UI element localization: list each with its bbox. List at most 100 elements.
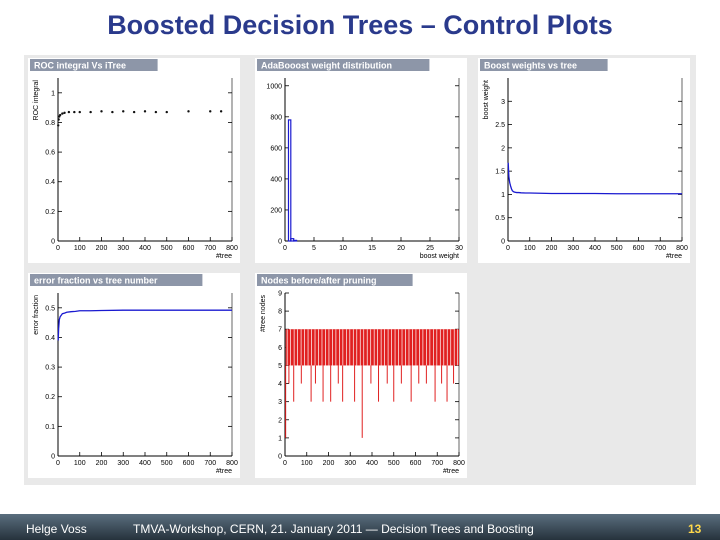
data-point	[187, 110, 190, 113]
x-tick-label: 800	[226, 460, 238, 467]
x-tick-label: 200	[96, 460, 108, 467]
y-axis-label: #tree nodes	[260, 295, 267, 332]
x-tick-label: 700	[431, 460, 443, 467]
x-tick-label: 500	[161, 245, 173, 252]
y-tick-label: 0	[501, 239, 505, 246]
x-tick-label: 200	[96, 245, 108, 252]
data-point	[165, 110, 168, 114]
y-tick-label: 800	[270, 114, 282, 121]
x-tick-label: 400	[139, 460, 151, 467]
x-tick-label: 0	[506, 245, 510, 252]
y-tick-label: 600	[270, 145, 282, 152]
error-fraction-plot: error fraction vs tree number 0 100 200 300 4…	[28, 273, 240, 478]
y-tick-label: 2	[501, 145, 505, 152]
x-tick-label: 700	[654, 245, 666, 252]
roc-integral-plot: ROC integral Vs iTree 0 100 200 300 400 500 600…	[28, 58, 240, 263]
data-point	[78, 110, 81, 114]
y-tick-label: 2	[278, 417, 282, 424]
data-point	[67, 110, 71, 114]
plot-title-bg	[30, 59, 158, 71]
nodes-pruning-plot: Nodes before/after pruning 0 100 200 300 400 5…	[255, 273, 467, 478]
x-tick-label: 25	[426, 245, 434, 252]
y-tick-label: 0.5	[495, 215, 505, 222]
y-axis-label: error fraction	[33, 295, 40, 335]
footer-author: Helge Voss	[26, 522, 87, 536]
y-tick-label: 400	[270, 176, 282, 183]
data-point	[89, 110, 92, 114]
data-point	[73, 110, 76, 114]
y-tick-label: 1.5	[495, 169, 505, 176]
y-tick-label: 9	[278, 291, 282, 298]
x-axis-label: #tree	[216, 468, 232, 475]
x-tick-label: 400	[589, 245, 601, 252]
x-tick-label: 300	[117, 460, 129, 467]
x-tick-label: 0	[56, 460, 60, 467]
y-tick-label: 1	[278, 435, 282, 442]
x-tick-label: 10	[339, 245, 347, 252]
y-tick-label: 200	[270, 207, 282, 214]
y-tick-label: 0	[51, 239, 55, 246]
histogram-bar	[293, 239, 298, 242]
x-tick-label: 800	[226, 245, 238, 252]
x-tick-label: 5	[312, 245, 316, 252]
data-point	[100, 110, 103, 113]
x-tick-label: 300	[567, 245, 579, 252]
boost-weights-vs-tree-plot: Boost weights vs tree 0 100 200 300 400 500 600…	[478, 58, 690, 263]
y-tick-label: 0.4	[45, 335, 55, 342]
y-tick-label: 1	[501, 192, 505, 199]
y-tick-label: 0	[278, 454, 282, 461]
x-tick-label: 200	[546, 245, 558, 252]
x-tick-label: 800	[676, 245, 688, 252]
data-point	[132, 110, 136, 114]
plot-title-bg	[257, 59, 430, 71]
x-tick-label: 100	[74, 245, 86, 252]
x-tick-label: 100	[74, 460, 86, 467]
x-tick-label: 0	[283, 460, 287, 467]
x-tick-label: 700	[204, 460, 216, 467]
x-tick-label: 300	[117, 245, 129, 252]
y-tick-label: 0.5	[45, 305, 55, 312]
x-tick-label: 100	[301, 460, 313, 467]
y-axis-label: ROC integral	[33, 80, 40, 121]
page-number: 13	[688, 522, 702, 536]
plot-title-bg	[30, 274, 203, 286]
x-tick-label: 400	[139, 245, 151, 252]
x-tick-label: 400	[366, 460, 378, 467]
x-tick-label: 700	[204, 245, 216, 252]
x-tick-label: 200	[323, 460, 335, 467]
data-point	[111, 110, 114, 114]
x-tick-label: 600	[183, 245, 195, 252]
plot-title-bg	[480, 59, 608, 71]
plot-background	[255, 58, 467, 263]
plot-title: AdaBooost weight distribution	[261, 61, 392, 71]
x-axis-label: boost weight	[420, 253, 459, 260]
y-tick-label: 2.5	[495, 122, 505, 129]
plot-title: Boost weights vs tree	[484, 61, 577, 71]
histogram-bar	[287, 119, 292, 242]
y-tick-label: 0.2	[45, 394, 55, 401]
y-axis-label: boost weight	[483, 80, 490, 119]
y-tick-label: 7	[278, 327, 282, 334]
data-point	[63, 111, 66, 115]
y-tick-label: 6	[278, 345, 282, 352]
plot-title: error fraction vs tree number	[34, 276, 158, 286]
y-tick-label: 3	[501, 99, 505, 106]
x-tick-label: 15	[368, 245, 376, 252]
data-point	[219, 110, 223, 113]
data-point	[209, 110, 212, 113]
y-tick-label: 1000	[266, 83, 282, 90]
data-point	[143, 110, 147, 113]
plot-title-bg	[257, 274, 413, 286]
y-tick-label: 0.8	[45, 120, 55, 127]
footer-event: TMVA-Workshop, CERN, 21. January 2011 ― …	[133, 522, 534, 536]
y-tick-label: 3	[278, 399, 282, 406]
data-point	[58, 113, 62, 117]
y-tick-label: 1	[51, 90, 55, 97]
x-tick-label: 100	[524, 245, 536, 252]
y-tick-label: 0.1	[45, 424, 55, 431]
x-tick-label: 500	[388, 460, 400, 467]
data-point	[57, 124, 60, 127]
y-tick-label: 0.2	[45, 209, 55, 216]
y-tick-label: 0.3	[45, 365, 55, 372]
data-line	[57, 309, 232, 341]
